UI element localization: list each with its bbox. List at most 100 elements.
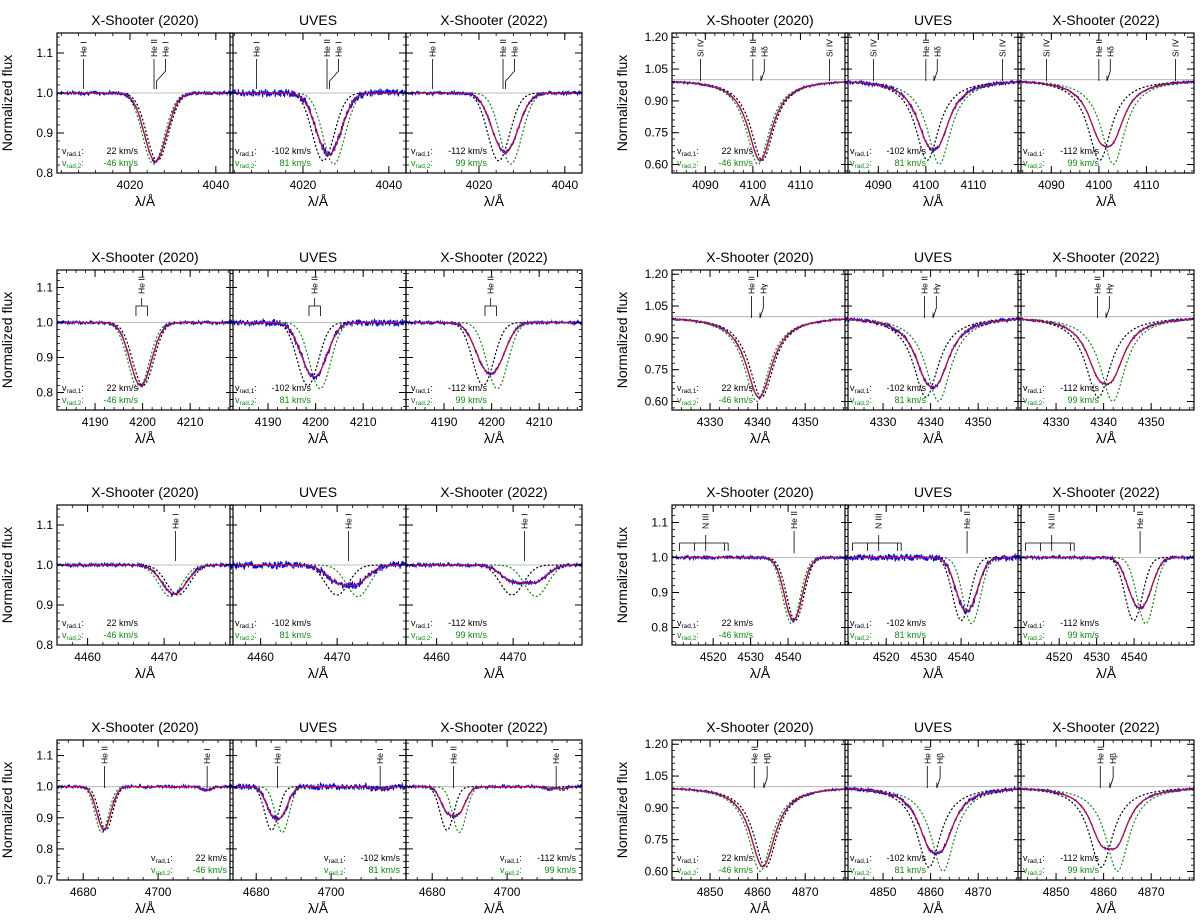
series-group	[57, 783, 233, 834]
rv-label-1: vrad,1:	[1023, 146, 1045, 158]
x-tick-label: 4860	[744, 885, 771, 899]
panel-hbeta-1: X-Shooter (2020) He II Hβ 4850 4860 4870 λ/Å 0.…	[614, 719, 849, 916]
x-tick-label: 4460	[247, 650, 274, 664]
panel-title: X-Shooter (2020)	[91, 719, 198, 735]
x-tick-label: 4680	[419, 885, 446, 899]
line-id-0: Si IV	[1042, 39, 1052, 81]
line-id-0: He II	[746, 276, 756, 318]
line-id-label: He II	[498, 39, 508, 57]
rv-label-2: vrad,2:	[677, 630, 699, 642]
rv-value-1: -112 km/s	[1060, 146, 1099, 156]
series-group	[672, 554, 848, 625]
composite-model-line	[845, 556, 1021, 613]
line-id-label: He II	[789, 511, 799, 529]
x-tick-label: 4210	[350, 415, 377, 429]
x-axis-label: λ/Å	[1096, 900, 1117, 916]
composite-model-overlay	[672, 788, 848, 867]
rv-annotation: vrad,1: 22 km/s vrad,2: -46 km/s	[62, 383, 138, 407]
rv-value-2: 81 km/s	[894, 395, 926, 405]
panel-frame	[405, 739, 583, 881]
line-id-0: He II	[308, 276, 321, 316]
composite-model-line	[845, 318, 1021, 388]
model-primary-line	[845, 556, 1021, 622]
rv-value-2: -46 km/s	[103, 630, 138, 640]
x-axis-label: λ/Å	[135, 430, 156, 446]
x-tick-label: 4090	[865, 178, 892, 192]
composite-model-overlay	[1018, 557, 1194, 609]
rv-label-1: vrad,1:	[1023, 853, 1045, 865]
panel-title: X-Shooter (2022)	[1052, 719, 1159, 735]
y-tick-label: 1.1	[36, 518, 53, 532]
rv-label-2: vrad,2:	[235, 395, 257, 407]
label-bracket	[308, 305, 321, 316]
rv-value-2: 81 km/s	[368, 865, 400, 875]
x-axis-label: λ/Å	[750, 665, 771, 681]
rv-label-2: vrad,2:	[677, 158, 699, 170]
composite-model-line	[1018, 81, 1194, 148]
panel-frame	[844, 32, 1022, 174]
panel-frame	[405, 32, 583, 174]
y-tick-label: 0.9	[36, 811, 53, 825]
rv-value-2: -46 km/s	[718, 158, 753, 168]
line-id-label: He II	[1095, 746, 1105, 764]
rv-value-1: -102 km/s	[360, 853, 400, 863]
rv-value-2: 99 km/s	[455, 630, 487, 640]
line-id-label: He II	[962, 511, 972, 529]
x-axis-label: λ/Å	[308, 430, 329, 446]
line-id-1: Hγ	[758, 283, 768, 319]
x-axis-label: λ/Å	[1096, 665, 1117, 681]
line-id-1: Hβ	[762, 753, 772, 789]
model-primary-line	[230, 786, 406, 831]
observed-spectrum-line	[57, 783, 233, 833]
line-id-2: He I	[156, 41, 171, 89]
panel-hbeta-2: UVES He II Hβ 4850 4860 4870 λ/Å vrad,1: -102 km…	[844, 719, 1022, 916]
line-id-label: He I	[510, 41, 520, 57]
rv-label-1: vrad,1:	[500, 853, 522, 865]
rv-value-1: -102 km/s	[271, 383, 311, 393]
rv-value-2: 99 km/s	[1067, 395, 1099, 405]
x-tick-label: 4700	[145, 885, 172, 899]
observed-spectrum-line	[406, 89, 582, 155]
composite-model-overlay	[230, 564, 406, 586]
model-primary-line	[1018, 318, 1194, 398]
x-tick-label: 4470	[324, 650, 351, 664]
rv-label-1: vrad,1:	[235, 146, 257, 158]
x-tick-label: 4470	[151, 650, 178, 664]
series-group	[230, 560, 406, 598]
y-axis-label: Normalized flux	[614, 292, 630, 388]
rv-value-1: 22 km/s	[106, 618, 138, 628]
composite-model-overlay	[406, 322, 582, 375]
series-group	[672, 317, 848, 402]
panel-title: X-Shooter (2020)	[706, 249, 813, 265]
line-id-1: He I	[375, 748, 385, 788]
rv-label-2: vrad,2:	[1023, 630, 1045, 642]
observed-spectrum-line	[845, 315, 1021, 391]
line-id-1: He I	[551, 748, 561, 788]
x-tick-label: 4020	[466, 178, 493, 192]
x-axis-label: λ/Å	[1096, 193, 1117, 209]
line-id-2: Hδ	[759, 46, 769, 82]
line-id-0: He II	[749, 746, 759, 788]
rv-label-2: vrad,2:	[677, 395, 699, 407]
rv-label-1: vrad,1:	[411, 383, 433, 395]
rv-value-2: 81 km/s	[279, 630, 311, 640]
model-secondary-line	[57, 786, 233, 834]
y-tick-label: 1.05	[645, 299, 669, 313]
rv-label-2: vrad,2:	[677, 865, 699, 877]
line-id-label: Hδ	[932, 46, 942, 57]
x-tick-label: 4530	[737, 650, 764, 664]
line-id-label: He II	[1094, 39, 1104, 57]
observed-spectrum-line	[672, 554, 848, 623]
series-group	[845, 785, 1021, 872]
rv-annotation: vrad,1: 22 km/s vrad,2: -46 km/s	[677, 618, 753, 642]
composite-model-line	[406, 321, 582, 375]
panel-frame	[844, 269, 1022, 411]
x-tick-label: 4090	[692, 178, 719, 192]
panel-title: UVES	[914, 12, 952, 28]
rv-annotation: vrad,1: 22 km/s vrad,2: -46 km/s	[677, 853, 753, 877]
x-tick-label: 4020	[117, 178, 144, 192]
panel-title: X-Shooter (2022)	[1052, 484, 1159, 500]
observed-spectrum-line	[406, 561, 582, 586]
